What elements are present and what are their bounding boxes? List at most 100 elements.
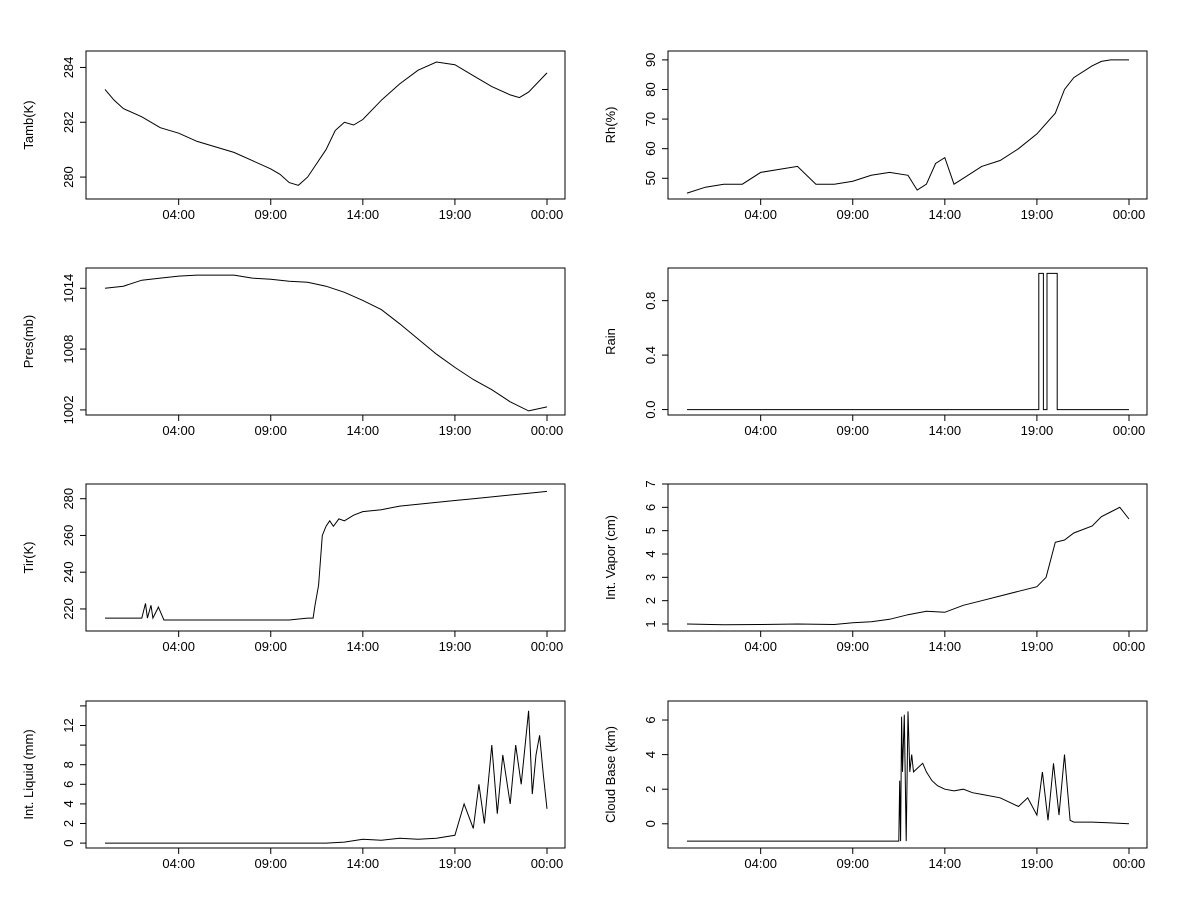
panel-2-ytick-label-0: 50 (643, 171, 658, 185)
panel-5-xtick-label-0: 04:00 (162, 639, 195, 654)
panel-3-frame (85, 267, 566, 416)
panel-8-xtick-label-4: 00:00 (1113, 856, 1146, 871)
panel-5-frame (85, 483, 566, 632)
panel-1-frame (85, 50, 566, 200)
panel-3-xtick-label-1: 09:00 (254, 423, 287, 438)
panel-6-xtick-label-1: 09:00 (836, 639, 869, 654)
panel-7-ytick-label-3: 6 (61, 781, 76, 788)
panel-6-ytick-label-1: 2 (643, 597, 658, 604)
panel-8-xtick-label-0: 04:00 (744, 856, 777, 871)
panel-4-ytick-label-0: 0.0 (643, 401, 658, 419)
panel-1-xtick-label-0: 04:00 (162, 207, 195, 222)
panel-8-ytick-label-1: 2 (643, 786, 658, 793)
panel-2-xtick-label-4: 00:00 (1113, 207, 1146, 222)
panel-6-xtick-label-4: 00:00 (1113, 639, 1146, 654)
panel-3-ytick-label-0: 1002 (61, 395, 76, 424)
panel-5-xtick-label-2: 14:00 (347, 639, 380, 654)
panel-6-xtick-label-2: 14:00 (929, 639, 962, 654)
panel-8-ytick-label-2: 4 (643, 751, 658, 758)
panel-2-frame (667, 50, 1148, 200)
panel-6-ytick-label-4: 5 (643, 527, 658, 534)
panel-8-series-line (687, 711, 1130, 842)
panel-7-xtick-label-3: 19:00 (439, 856, 472, 871)
panel-4-xtick-label-3: 19:00 (1021, 423, 1054, 438)
panel-6-ylabel: Int. Vapor (cm) (603, 515, 618, 600)
panel-4-xtick-label-2: 14:00 (929, 423, 962, 438)
panel-3-xtick-label-0: 04:00 (162, 423, 195, 438)
panel-4-ytick-label-1: 0.4 (643, 346, 658, 364)
panel-3-xtick-label-2: 14:00 (347, 423, 380, 438)
panel-7-ytick-label-6: 12 (61, 718, 76, 732)
panel-6-xtick-label-0: 04:00 (744, 639, 777, 654)
panel-1-ytick-label-1: 282 (61, 111, 76, 133)
panel-4-xtick-label-0: 04:00 (744, 423, 777, 438)
panel-1-series-line (104, 61, 548, 186)
panel-7-ytick-label-1: 2 (61, 820, 76, 827)
panel-5-xtick-label-3: 19:00 (439, 639, 472, 654)
panel-7-ytick-label-0: 0 (61, 839, 76, 846)
panel-6-series-line (686, 506, 1130, 626)
panel-3-ytick-label-1: 1008 (61, 335, 76, 364)
panel-8-xtick-label-2: 14:00 (929, 856, 962, 871)
panel-5-series-line (105, 490, 548, 621)
panel-7-ylabel: Int. Liquid (mm) (21, 729, 36, 819)
panel-6-ytick-label-2: 3 (643, 574, 658, 581)
panel-6-ytick-label-5: 6 (643, 504, 658, 511)
panel-1-ytick-label-0: 280 (61, 166, 76, 188)
panel-5-ytick-label-1: 240 (61, 561, 76, 583)
panel-3-series-line (104, 274, 548, 412)
panel-4-xtick-label-1: 09:00 (836, 423, 869, 438)
panel-8-ytick-label-0: 0 (643, 820, 658, 827)
panel-2-ytick-label-1: 60 (643, 141, 658, 155)
panel-6-frame (667, 483, 1148, 632)
panel-2-ytick-label-3: 80 (643, 82, 658, 96)
panel-1-xtick-label-4: 00:00 (531, 207, 564, 222)
panel-4-ytick-label-2: 0.8 (643, 292, 658, 310)
panel-2-ylabel: Rh(%) (603, 107, 618, 144)
panel-8-xtick-label-3: 19:00 (1021, 856, 1054, 871)
panel-5-ytick-label-3: 280 (61, 488, 76, 510)
panel-8-frame (667, 700, 1148, 849)
panel-5-ytick-label-0: 220 (61, 598, 76, 620)
panel-1-xtick-label-2: 14:00 (347, 207, 380, 222)
panel-7-xtick-label-1: 09:00 (254, 856, 287, 871)
panel-7-xtick-label-4: 00:00 (531, 856, 564, 871)
panel-1-xtick-label-1: 09:00 (254, 207, 287, 222)
panel-4-frame (667, 267, 1148, 416)
panel-5-xtick-label-4: 00:00 (531, 639, 564, 654)
panel-2-xtick-label-1: 09:00 (836, 207, 869, 222)
panel-5-ytick-label-2: 260 (61, 525, 76, 547)
panel-7-series-line (105, 710, 548, 844)
panel-8-ylabel: Cloud Base (km) (603, 726, 618, 823)
panel-3-xtick-label-4: 00:00 (531, 423, 564, 438)
panel-7-xtick-label-0: 04:00 (162, 856, 195, 871)
panel-2-xtick-label-2: 14:00 (929, 207, 962, 222)
panel-1-ytick-label-2: 284 (61, 57, 76, 79)
panel-1-xtick-label-3: 19:00 (439, 207, 472, 222)
panel-4-series-line (687, 272, 1129, 411)
panel-7-frame (85, 700, 566, 849)
panel-3-ytick-label-2: 1014 (61, 274, 76, 303)
panel-6-ytick-label-0: 1 (643, 620, 658, 627)
panel-2-xtick-label-0: 04:00 (744, 207, 777, 222)
panel-6-xtick-label-3: 19:00 (1021, 639, 1054, 654)
panel-1-ylabel: Tamb(K) (21, 100, 36, 149)
panel-5-xtick-label-1: 09:00 (254, 639, 287, 654)
panel-2-xtick-label-3: 19:00 (1021, 207, 1054, 222)
panel-5-ylabel: Tir(K) (21, 541, 36, 573)
panel-4-ylabel: Rain (603, 328, 618, 355)
panel-6-ytick-label-6: 7 (643, 480, 658, 487)
panel-4-xtick-label-4: 00:00 (1113, 423, 1146, 438)
panel-3-ylabel: Pres(mb) (21, 315, 36, 368)
panel-7-ytick-label-2: 4 (61, 800, 76, 807)
panel-7-ytick-label-4: 8 (61, 761, 76, 768)
panel-2-series-line (686, 59, 1129, 194)
panel-2-ytick-label-2: 70 (643, 112, 658, 126)
panel-3-xtick-label-3: 19:00 (439, 423, 472, 438)
panel-8-xtick-label-1: 09:00 (836, 856, 869, 871)
panel-8-ytick-label-3: 6 (643, 716, 658, 723)
panel-6-ytick-label-3: 4 (643, 550, 658, 557)
panel-7-xtick-label-2: 14:00 (347, 856, 380, 871)
panel-2-ytick-label-4: 90 (643, 53, 658, 67)
